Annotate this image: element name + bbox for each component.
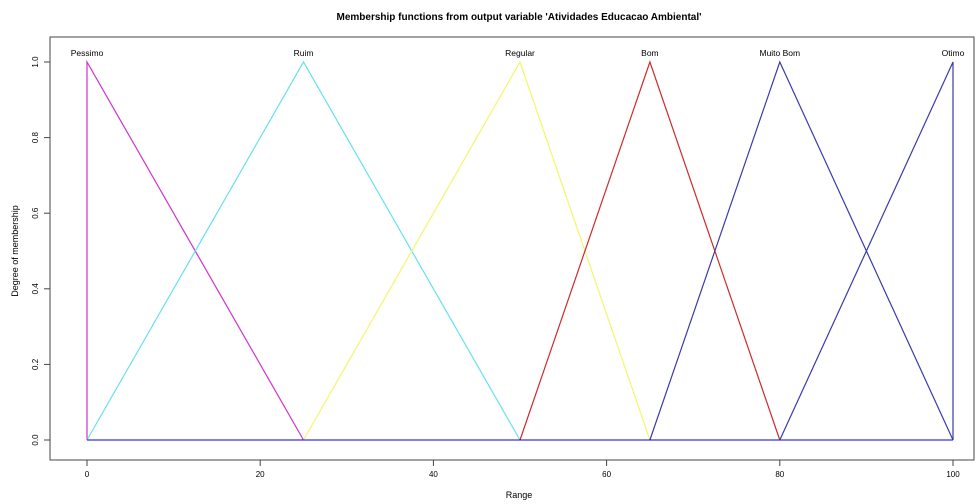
series-label: Pessimo (71, 48, 104, 58)
y-tick-label: 0.4 (31, 283, 40, 295)
x-tick-label: 60 (602, 470, 611, 479)
x-tick-label: 80 (775, 470, 784, 479)
series-line-otimo (779, 61, 954, 441)
x-tick-label: 20 (256, 470, 265, 479)
series-label: Regular (505, 48, 535, 58)
x-tick-label: 40 (429, 470, 438, 479)
series-line-bom (519, 60, 781, 441)
series-line-regular (302, 60, 651, 441)
series-line-muito-bom (649, 60, 954, 441)
y-axis: 0.0 0.2 0.4 0.6 0.8 1.0 (31, 56, 51, 446)
series-label: Otimo (942, 48, 965, 58)
y-tick-label: 0.2 (31, 358, 40, 370)
y-axis-label: Degree of membership (10, 205, 20, 297)
mf-labels-layer: Pessimo Ruim Regular Bom Muito Bom Otimo (71, 48, 965, 58)
plot-frame (49, 36, 975, 461)
x-tick-label: 0 (85, 470, 90, 479)
y-tick-label: 1.0 (31, 56, 40, 68)
series-label: Ruim (294, 48, 314, 58)
series-line-ruim (86, 60, 521, 441)
y-tick-label: 0.0 (31, 434, 40, 446)
x-axis: 0 20 40 60 80 100 (85, 459, 960, 479)
x-tick-label: 100 (946, 470, 960, 479)
series-label: Bom (641, 48, 658, 58)
y-tick-label: 0.8 (31, 131, 40, 143)
y-tick-label: 0.6 (31, 207, 40, 219)
x-axis-label: Range (506, 490, 533, 500)
chart-title: Membership functions from output variabl… (337, 12, 702, 23)
series-label: Muito Bom (759, 48, 800, 58)
series-line-pessimo (86, 59, 305, 441)
series-layer (86, 59, 954, 441)
